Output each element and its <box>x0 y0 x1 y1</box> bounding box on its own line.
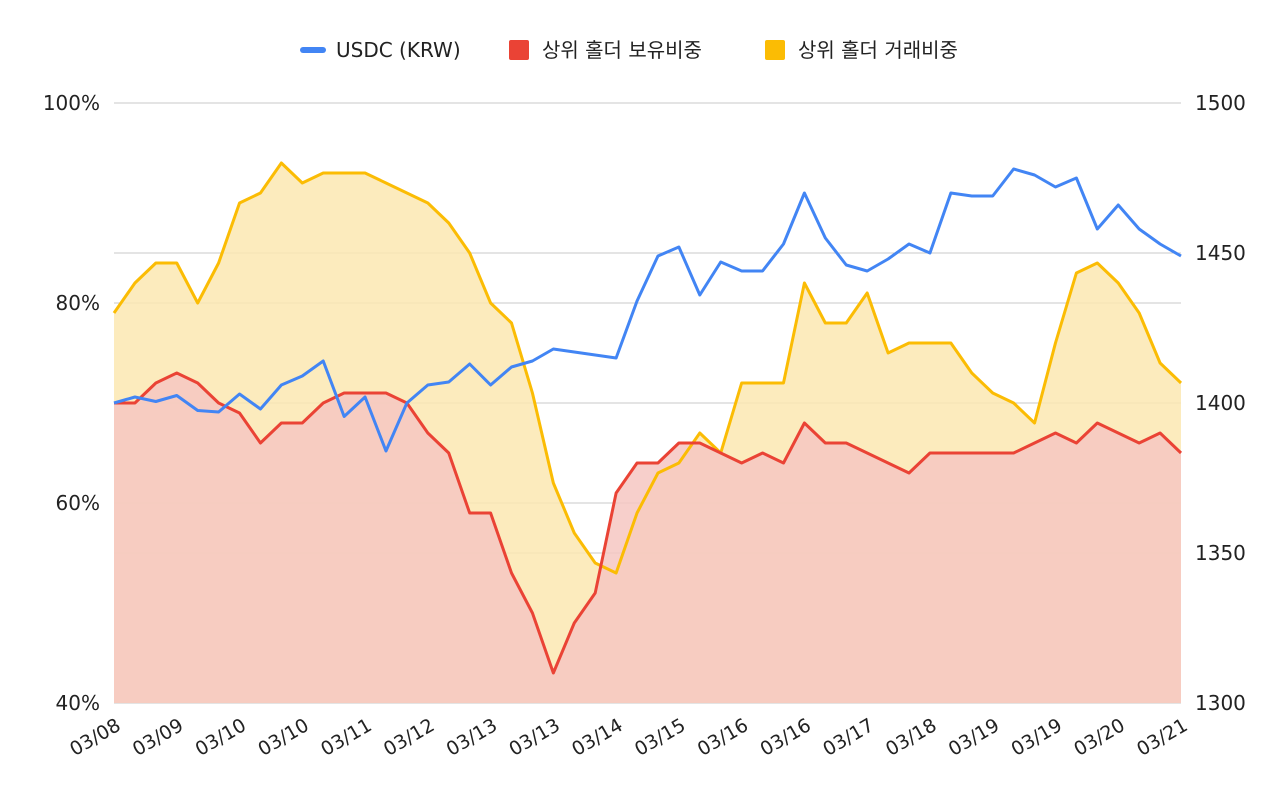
legend-label: 상위 홀더 보유비중 <box>542 38 702 62</box>
x-tick-label: 03/09 <box>129 714 187 760</box>
x-tick-label: 03/13 <box>443 714 501 760</box>
x-tick-label: 03/11 <box>317 714 375 760</box>
legend[interactable]: USDC (KRW) 상위 홀더 보유비중 상위 홀더 거래비중 <box>300 38 958 62</box>
x-tick-label: 03/15 <box>631 714 689 760</box>
x-tick-label: 03/19 <box>1008 714 1066 760</box>
x-tick-label: 03/10 <box>192 714 250 760</box>
x-tick-label: 03/18 <box>882 714 940 760</box>
right-tick-label: 1300 <box>1195 691 1246 715</box>
area-series <box>114 163 1181 703</box>
left-axis: 40% 60% 80% 100% <box>43 91 100 715</box>
right-axis: 1300 1350 1400 1450 1500 <box>1195 91 1246 715</box>
right-tick-label: 1450 <box>1195 241 1246 265</box>
x-tick-label: 03/20 <box>1070 714 1128 760</box>
legend-square-icon <box>765 40 785 60</box>
left-tick-label: 40% <box>56 691 100 715</box>
area-ea4335 <box>114 373 1181 703</box>
x-tick-label: 03/08 <box>66 714 124 760</box>
right-tick-label: 1500 <box>1195 91 1246 115</box>
x-tick-label: 03/17 <box>819 714 877 760</box>
x-axis: 03/08 03/09 03/10 03/10 03/11 03/12 03/13 03/13… <box>66 714 1191 760</box>
left-tick-label: 100% <box>43 91 100 115</box>
left-tick-label: 80% <box>56 291 100 315</box>
x-tick-label: 03/16 <box>756 714 814 760</box>
series-line-ea4335 <box>114 371 1183 675</box>
x-tick-label: 03/10 <box>254 714 312 760</box>
legend-line-icon <box>300 47 326 53</box>
series-line-usdc <box>113 167 1182 453</box>
right-tick-label: 1400 <box>1195 391 1246 415</box>
legend-label: USDC (KRW) <box>336 38 461 62</box>
x-tick-label: 03/16 <box>694 714 752 760</box>
x-tick-label: 03/21 <box>1133 714 1191 760</box>
left-tick-label: 60% <box>56 491 100 515</box>
line-series <box>112 161 1183 675</box>
x-tick-label: 03/13 <box>505 714 563 760</box>
x-tick-label: 03/12 <box>380 714 438 760</box>
legend-label: 상위 홀더 거래비중 <box>798 38 958 62</box>
legend-item[interactable]: 상위 홀더 거래비중 <box>765 38 958 62</box>
series-line-fbbc04 <box>112 161 1183 575</box>
x-tick-label: 03/14 <box>568 714 626 760</box>
legend-item[interactable]: 상위 홀더 보유비중 <box>509 38 702 62</box>
legend-square-icon <box>509 40 529 60</box>
right-tick-label: 1350 <box>1195 541 1246 565</box>
x-tick-label: 03/19 <box>945 714 1003 760</box>
legend-item[interactable]: USDC (KRW) <box>300 38 461 62</box>
